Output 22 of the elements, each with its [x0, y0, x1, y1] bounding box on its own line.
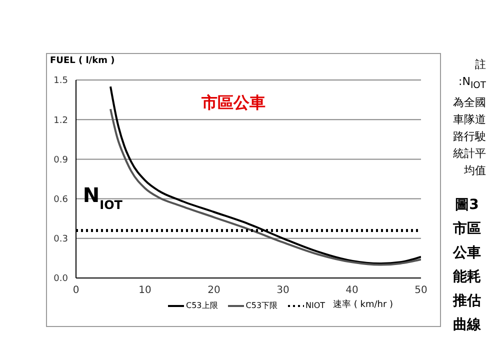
y-axis-title: FUEL ( l/km ) [50, 56, 115, 66]
y-tick-label: 1.2 [54, 116, 68, 126]
x-tick-label: 50 [414, 285, 428, 296]
y-tick-label: 0.6 [54, 194, 68, 205]
y-tick-label: 0.9 [54, 155, 68, 166]
legend-label: C53下限 [246, 300, 278, 311]
x-tick-label: 40 [346, 285, 358, 296]
x-tick-label: 30 [276, 285, 290, 296]
annotation: N$_{IOT}$ [82, 182, 124, 212]
x-axis-title: 速率 ( km/hr ) [333, 298, 394, 311]
x-tick-label: 10 [138, 285, 152, 296]
text: 市區公車 [200, 93, 266, 112]
y-tick-label: 1.5 [54, 76, 68, 86]
y-tick-label: 0.3 [54, 234, 68, 245]
text: :N$_{IOT}$為全國車隊道路行駛統計平均值 [452, 74, 486, 180]
legend-label: C53上限 [186, 300, 218, 311]
y-tick-label: 0.0 [54, 274, 68, 284]
text: 註 [474, 57, 486, 73]
x-tick-label: 20 [208, 285, 220, 296]
x-tick-label: 0 [72, 285, 80, 296]
caption: 圖3 市區公車能耗推估曲線 [452, 196, 482, 336]
legend-label: NIOT [306, 301, 326, 310]
